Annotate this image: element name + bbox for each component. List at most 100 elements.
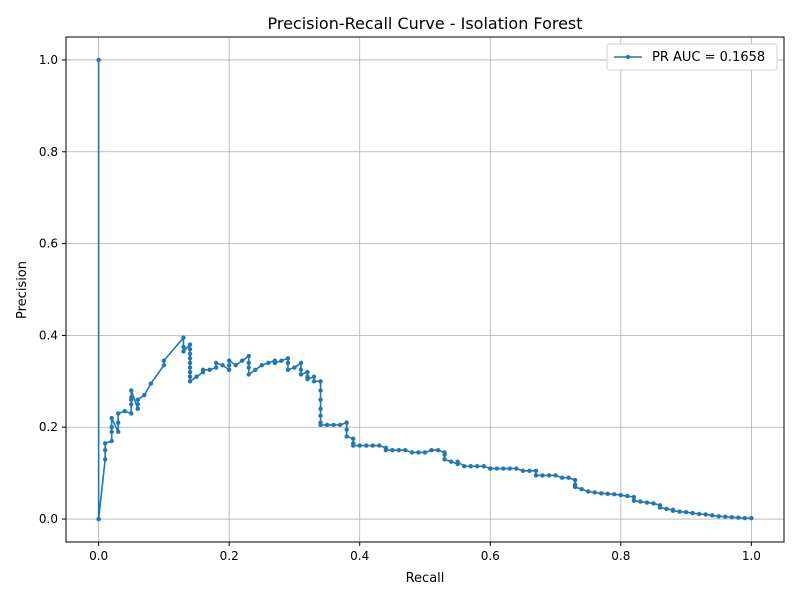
data-point bbox=[285, 356, 291, 361]
x-axis-title: Recall bbox=[406, 571, 445, 586]
legend-label: PR AUC = 0.1658 bbox=[652, 50, 765, 65]
data-point bbox=[422, 450, 428, 455]
data-point bbox=[102, 441, 108, 446]
data-point bbox=[546, 473, 552, 478]
data-point bbox=[187, 369, 193, 375]
data-point bbox=[690, 510, 695, 516]
data-point bbox=[187, 360, 193, 366]
data-point bbox=[710, 513, 715, 518]
data-point bbox=[501, 466, 506, 471]
data-point bbox=[703, 512, 708, 517]
y-tick-label: 0.8 bbox=[39, 145, 58, 159]
data-point bbox=[533, 473, 539, 478]
data-point bbox=[187, 346, 193, 352]
y-tick-label: 0.0 bbox=[39, 512, 58, 526]
data-point bbox=[383, 447, 389, 453]
data-point bbox=[351, 443, 356, 448]
y-axis-title: Precision bbox=[15, 261, 30, 319]
plot-frame bbox=[65, 36, 785, 543]
grid-lines bbox=[66, 37, 784, 542]
x-tick-label: 0.0 bbox=[89, 549, 108, 563]
data-point bbox=[638, 499, 643, 504]
data-point bbox=[207, 367, 212, 373]
data-point bbox=[364, 443, 369, 448]
data-point bbox=[670, 508, 676, 513]
data-point bbox=[109, 415, 114, 421]
data-point bbox=[181, 335, 186, 340]
data-point bbox=[102, 447, 108, 453]
data-point bbox=[461, 464, 467, 469]
data-point bbox=[187, 379, 193, 384]
data-point bbox=[442, 452, 447, 457]
data-point bbox=[142, 392, 147, 398]
data-point bbox=[181, 344, 186, 350]
data-point bbox=[305, 376, 310, 382]
data-point bbox=[631, 498, 637, 503]
data-point bbox=[331, 422, 336, 428]
data-point bbox=[109, 438, 114, 444]
data-point bbox=[213, 360, 219, 366]
y-tick-label: 0.6 bbox=[39, 237, 58, 251]
data-point bbox=[135, 397, 140, 402]
data-point bbox=[488, 466, 493, 471]
data-point bbox=[116, 411, 121, 416]
data-point bbox=[129, 388, 134, 393]
data-point bbox=[455, 459, 460, 464]
data-point bbox=[246, 372, 251, 377]
data-point bbox=[220, 363, 225, 368]
y-tick-label: 0.4 bbox=[39, 328, 58, 342]
data-point bbox=[233, 363, 238, 368]
data-point bbox=[253, 367, 258, 373]
data-point bbox=[657, 505, 663, 510]
data-point bbox=[664, 506, 669, 512]
data-point bbox=[272, 360, 278, 366]
y-tick-label: 1.0 bbox=[39, 53, 58, 67]
data-point bbox=[187, 365, 193, 370]
data-point bbox=[102, 457, 108, 462]
data-point bbox=[122, 408, 127, 414]
data-point bbox=[226, 358, 232, 363]
data-point bbox=[625, 493, 630, 499]
data-point bbox=[416, 450, 421, 455]
data-point bbox=[677, 509, 682, 514]
data-point bbox=[481, 464, 486, 469]
data-point bbox=[318, 422, 323, 428]
data-point bbox=[279, 358, 284, 363]
data-point bbox=[226, 367, 232, 373]
data-point bbox=[572, 477, 578, 483]
data-point bbox=[631, 494, 637, 500]
data-point bbox=[520, 468, 526, 474]
data-point bbox=[396, 447, 402, 453]
data-point bbox=[344, 427, 349, 432]
data-point bbox=[579, 487, 584, 492]
data-point bbox=[377, 443, 382, 448]
data-point bbox=[246, 365, 251, 370]
data-point bbox=[592, 490, 597, 495]
data-point bbox=[651, 501, 656, 506]
data-point bbox=[723, 514, 728, 519]
data-point bbox=[116, 420, 121, 425]
data-point bbox=[116, 429, 121, 435]
data-point bbox=[324, 422, 330, 428]
data-point bbox=[161, 363, 167, 368]
legend: PR AUC = 0.1658 bbox=[606, 43, 778, 71]
x-tick-label: 1.0 bbox=[742, 549, 761, 563]
series-layer bbox=[96, 57, 754, 522]
data-point bbox=[181, 349, 186, 354]
legend-marker-sample bbox=[625, 54, 631, 60]
data-point bbox=[429, 447, 434, 453]
data-point bbox=[318, 379, 323, 384]
data-point bbox=[298, 360, 304, 366]
data-point bbox=[357, 443, 362, 448]
x-tick-label: 0.8 bbox=[611, 549, 630, 563]
data-point bbox=[448, 459, 454, 464]
data-point bbox=[605, 491, 610, 496]
data-point bbox=[135, 406, 140, 412]
x-tick-label: 0.2 bbox=[220, 549, 239, 563]
data-point bbox=[194, 374, 199, 379]
data-point bbox=[298, 372, 304, 377]
data-point bbox=[403, 447, 408, 453]
data-point bbox=[318, 397, 323, 402]
data-point bbox=[187, 342, 193, 347]
